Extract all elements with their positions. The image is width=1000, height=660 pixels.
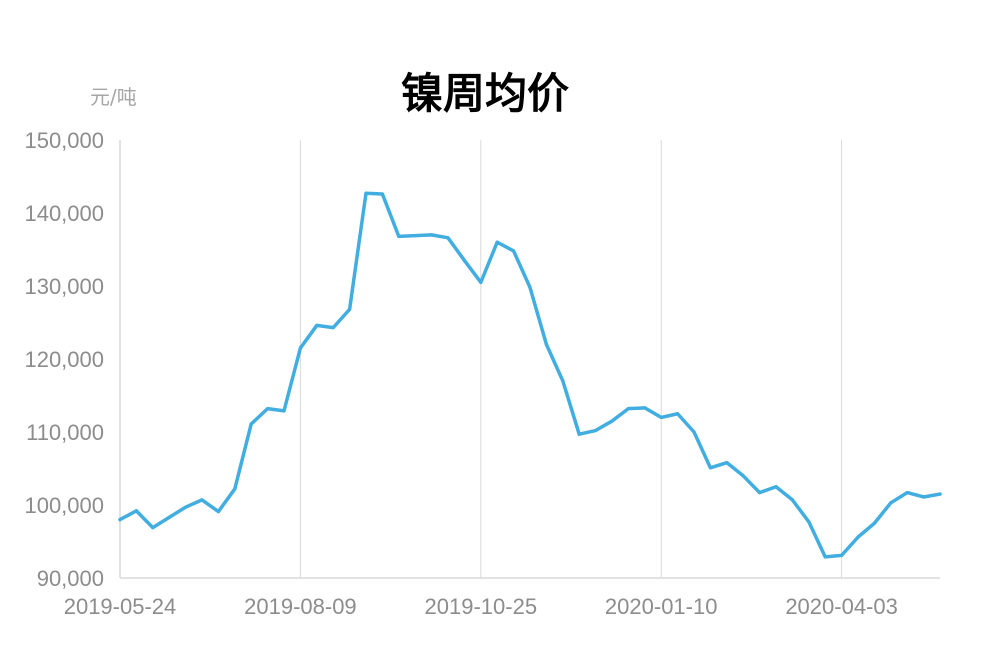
gridlines [299,140,843,578]
data-point [528,285,532,290]
data-point [380,192,384,196]
y-axis-ticks: 90,000 100,000 110,000 120,000 130,000 140,00… [24,128,104,591]
axes [119,140,940,579]
y-tick-label: 150,000 [24,128,104,153]
data-point [397,234,401,238]
y-tick-label: 140,000 [24,201,104,226]
data-point [266,407,270,411]
data-point [790,498,795,502]
data-point [200,498,204,502]
data-point [479,280,483,284]
y-axis-unit-label: 元/吨 [90,85,137,109]
data-point [184,505,188,509]
data-point [725,461,729,465]
y-tick-label: 100,000 [24,493,104,518]
data-point [233,487,237,491]
data-point [216,509,220,514]
x-tick-label: 2019-05-24 [64,594,177,619]
x-tick-label: 2019-08-09 [244,594,357,619]
data-point [872,521,877,525]
data-point [676,412,680,416]
data-point [511,249,516,253]
data-point [922,495,926,499]
series-layer [118,191,942,559]
data-point [938,492,942,496]
x-tick-label: 2020-01-10 [605,594,718,619]
x-tick-label: 2019-10-25 [425,594,538,619]
data-point [151,526,155,530]
data-point [758,490,762,495]
data-point [134,509,138,513]
data-point [807,520,811,524]
x-tick-label: 2020-04-03 [785,594,898,619]
data-point [282,409,286,413]
data-point [413,234,417,238]
chart-title: 镍周均价 [401,69,569,118]
data-point [823,555,827,559]
data-point [364,191,368,195]
data-point [708,466,713,470]
data-point [118,518,122,522]
data-point [315,323,319,328]
data-point [577,432,581,436]
data-point [331,326,335,330]
x-axis-ticks: 2019-05-24 2019-08-09 2019-10-25 2020-01-10… [64,594,898,619]
series-line [118,191,942,559]
y-tick-label: 130,000 [24,274,104,299]
data-point [430,233,434,237]
data-point [774,485,778,489]
data-point [643,406,647,410]
data-point [692,430,696,434]
data-point [446,236,450,240]
data-point [249,422,253,426]
y-tick-label: 110,000 [26,420,104,445]
data-point [544,342,549,346]
data-point [626,407,631,411]
y-tick-label: 120,000 [24,347,104,372]
data-point [741,474,745,478]
data-point [348,307,352,311]
data-point [905,490,909,495]
data-point [561,379,565,383]
data-point [840,553,844,557]
y-tick-label: 90,000 [37,566,104,591]
data-point [856,535,860,539]
data-point [167,515,171,520]
data-point [594,428,598,433]
data-point [462,258,466,263]
data-point [659,415,663,419]
data-point [495,240,499,244]
data-point [889,501,893,505]
data-point [610,419,614,423]
data-point [298,346,302,350]
